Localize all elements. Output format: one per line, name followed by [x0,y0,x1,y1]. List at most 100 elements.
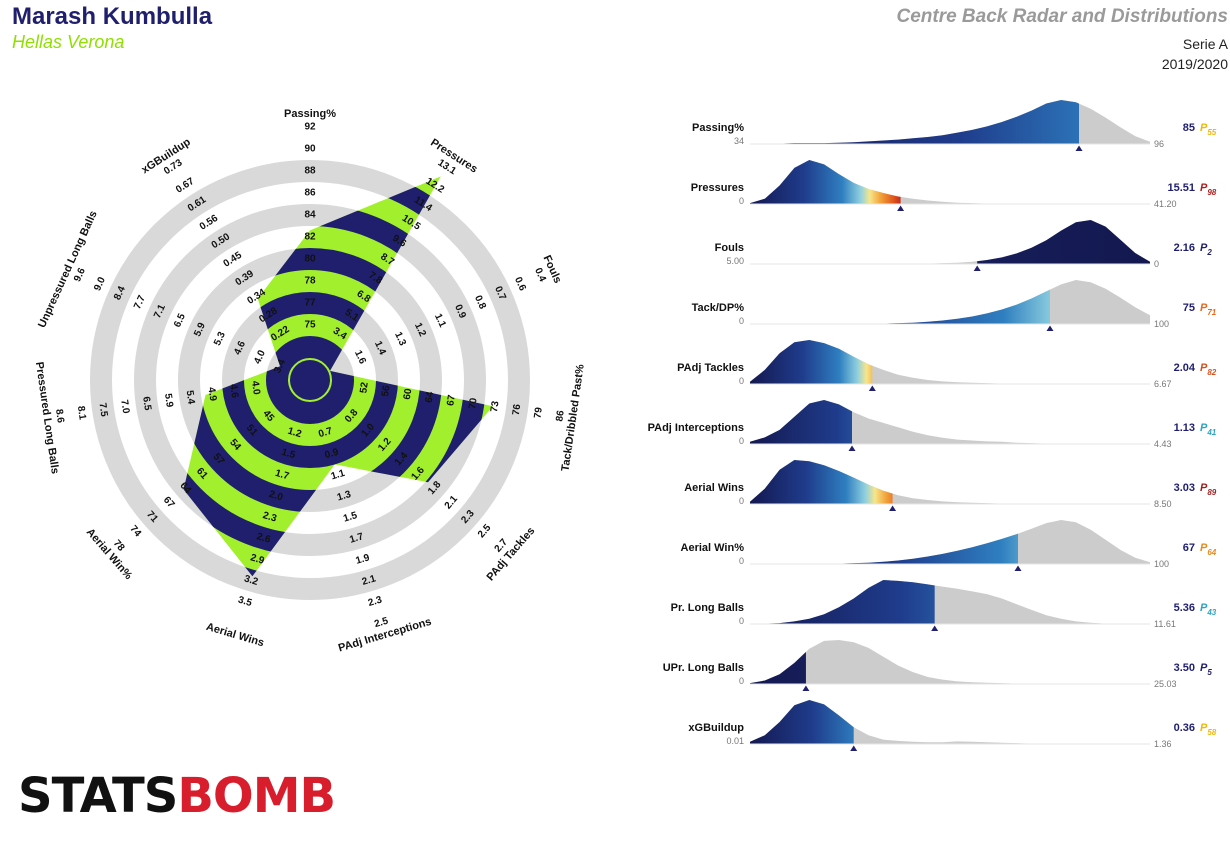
distribution-label: xGBuildup [688,722,744,734]
distribution-max: 4.43 [1154,439,1172,449]
logo-text-stats: STATS [18,768,178,824]
distribution-label: Pr. Long Balls [671,602,744,614]
percentile-badge: P55 [1200,122,1217,137]
radar-tick-label: 5.9 [192,321,208,339]
percentile-badge: P43 [1200,602,1217,617]
distribution-fill [977,220,1150,264]
radar-tick-label: 80 [304,254,316,265]
distribution-fill [750,651,806,684]
distribution-min: 0 [739,436,744,446]
percentile-badge: P2 [1200,242,1212,257]
value-marker [850,745,858,751]
radar-tick-label: 75 [304,320,316,331]
distribution-label: Pressures [691,182,744,194]
distribution-label: PAdj Tackles [677,362,744,374]
radar-band [266,336,354,424]
distribution-chart: Passing% 34 96 85 P55 Pressures 0 41.20 15.51 P98… [648,100,1217,751]
percentile-badge: P41 [1200,422,1217,437]
value-marker [868,385,876,391]
radar-tick-label: 1.2 [286,426,303,441]
percentile-badge: P89 [1200,482,1217,497]
radar-tick-label: 0.9 [324,447,341,462]
percentile-badge: P98 [1200,182,1217,197]
distribution-max: 6.67 [1154,379,1172,389]
radar-tick-label: 77 [304,298,316,309]
radar-chart: 75777880828486889092Passing%3.45.16.87.8… [33,108,587,655]
radar-ring [90,160,530,600]
radar-tick-label: 1.6 [352,349,368,367]
radar-tick-label: 8.6 [53,408,66,424]
radar-tick-label: 1.9 [355,552,372,567]
distribution-value: 5.36 [1174,602,1195,614]
radar-tick-label: 8.4 [112,284,128,302]
percentile-badge: P82 [1200,362,1217,377]
radar-tick-label: 5.9 [162,393,175,409]
radar-tick-label: 2.5 [373,616,390,631]
league-label: Serie A [1182,36,1228,52]
radar-tick-label: 73 [489,400,502,413]
distribution-value: 85 [1183,122,1195,134]
radar-axis-label: Aerial Wins [205,621,266,649]
radar-tick-label: 2.9 [249,552,266,567]
radar-tick-label: 78 [304,276,316,287]
radar-tick-label: 60 [402,387,415,400]
radar-tick-label: 64 [424,391,437,404]
distribution-label: Passing% [692,122,744,134]
distribution-min: 34 [734,136,744,146]
distribution-curve [750,520,1150,564]
player-name: Marash Kumbulla [12,3,213,30]
radar-tick-label: 6.5 [172,312,188,330]
radar-tick-label: 90 [304,144,316,155]
radar-tick-label: 67 [445,394,458,407]
radar-tick-label: 0.67 [174,176,197,196]
radar-tick-label: 74 [128,524,144,540]
value-marker [897,205,905,211]
radar-tick-label: 7.0 [118,399,131,415]
radar-tick-label: 7.1 [152,303,168,321]
distribution-fill [750,289,1050,324]
distribution-fill [750,340,873,384]
radar-tick-label: 1.7 [274,468,291,483]
radar-tick-label: 1.5 [280,447,297,462]
radar-tick-label: 7.7 [132,293,148,311]
value-marker [1075,145,1083,151]
radar-tick-label: 2.3 [367,594,384,609]
distribution-fill [750,700,854,744]
distribution-fill [750,580,935,624]
percentile-badge: P71 [1200,302,1217,317]
radar-tick-label: 86 [304,188,316,199]
distribution-min: 0 [739,676,744,686]
distribution-min: 0 [739,316,744,326]
radar-tick-label: 1.7 [348,531,365,546]
radar-tick-label: 0.7 [492,285,508,303]
radar-tick-label: 2.1 [443,493,461,511]
distribution-curve [750,580,1150,624]
radar-tick-label: 2.5 [476,522,494,540]
radar-tick-label: 1.5 [342,510,359,525]
distribution-max: 96 [1154,139,1164,149]
value-marker [931,625,939,631]
distribution-label: UPr. Long Balls [663,662,744,674]
radar-tick-label: 7.5 [96,402,109,418]
radar-tick-label: 0.6 [512,275,528,293]
distribution-max: 100 [1154,319,1169,329]
value-marker [1014,565,1022,571]
logo-text-bomb: BOMB [177,768,336,824]
distribution-value: 0.36 [1174,722,1195,734]
radar-tick-label: 52 [358,381,371,394]
radar-tick-label: 6.5 [140,396,153,412]
radar-tick-label: 56 [380,384,393,397]
radar-tick-label: 3.4 [272,357,288,375]
radar-tick-label: 4.0 [249,380,262,396]
radar-tick-label: 79 [532,406,545,419]
radar-tick-label: 3.2 [243,573,260,588]
radar-tick-label: 0.45 [222,250,245,270]
radar-center [290,360,330,400]
distribution-value: 67 [1183,542,1195,554]
distribution-max: 0 [1154,259,1159,269]
radar-tick-label: 84 [304,210,316,221]
distribution-min: 0 [739,616,744,626]
distribution-min: 0.01 [726,736,744,746]
distribution-value: 2.04 [1174,362,1196,374]
distribution-fill [750,100,1080,144]
